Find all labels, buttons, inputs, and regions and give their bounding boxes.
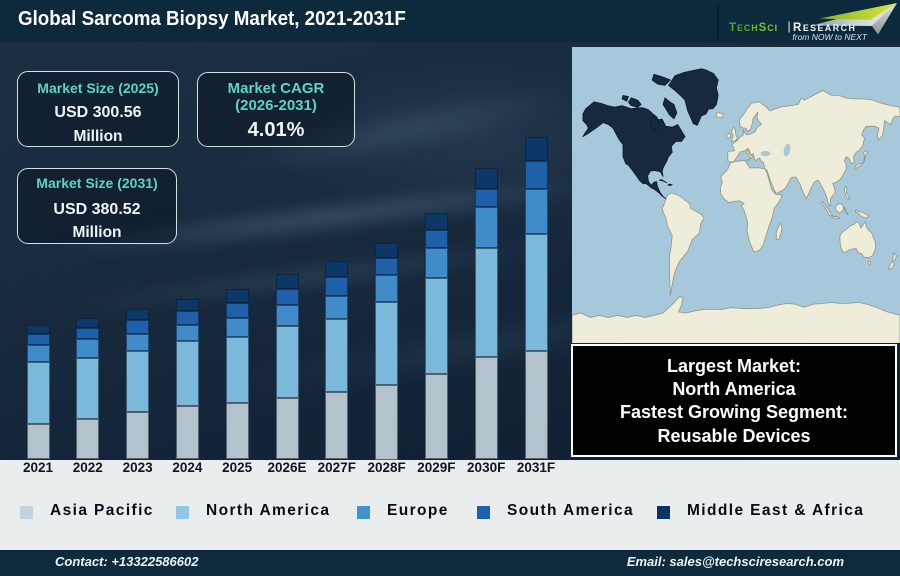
svg-text:RESEARCH: RESEARCH	[793, 22, 856, 34]
svg-text:from NOW to NEXT: from NOW to NEXT	[792, 32, 867, 42]
svg-text:TECHSCI: TECHSCI	[729, 22, 778, 34]
